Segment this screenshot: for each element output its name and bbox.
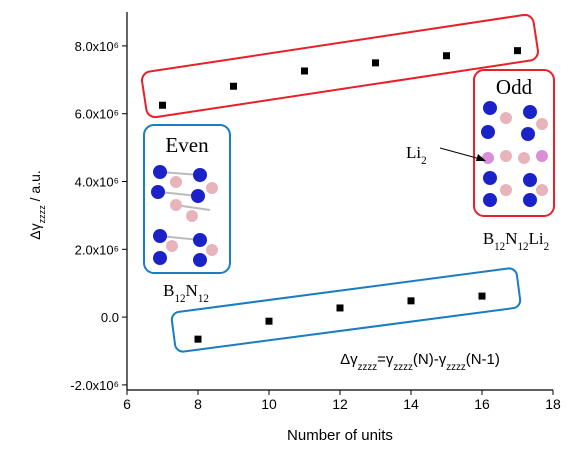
y-axis-label: Δγzzzz / a.u. [27, 170, 47, 240]
data-point [195, 336, 202, 343]
even-label: Even [165, 133, 209, 157]
data-point [372, 59, 379, 66]
definition-subscript: zzzz [393, 362, 413, 373]
data-point [479, 293, 486, 300]
data-point [266, 318, 273, 325]
x-tick-label: 10 [261, 396, 277, 412]
chart: Number of units 6 8 10 12 14 16 18 -2.0x10⁶ 0.0 2… [0, 0, 569, 450]
definition-subscript: zzzz [446, 362, 466, 373]
data-point [230, 83, 237, 90]
odd-group-box [141, 14, 539, 119]
even-formula-subscript: 12 [198, 293, 209, 305]
data-point [408, 297, 415, 304]
y-tick-label: 4.0x10⁶ [75, 175, 119, 190]
definition-subscript: zzzz [358, 362, 378, 373]
li2-label-subscript: 2 [421, 155, 427, 167]
even-group-box [171, 267, 521, 352]
x-axis-label: Number of units [287, 427, 393, 444]
x-tick-label: 6 [123, 396, 131, 412]
odd-formula: B12N12Li2 [483, 229, 549, 253]
definition-part: =γ [377, 351, 394, 368]
data-point [514, 47, 521, 54]
data-point [337, 304, 344, 311]
data-point [301, 67, 308, 74]
data-point [159, 102, 166, 109]
odd-formula-part: N [505, 229, 517, 248]
even-formula-subscript: 12 [174, 293, 185, 305]
even-formula-part: B [163, 281, 174, 300]
x-tick-label: 14 [403, 396, 419, 412]
y-tick-label: 8.0x10⁶ [75, 39, 119, 54]
definition-part: (N)-γ [413, 351, 447, 368]
x-tick-label: 18 [545, 396, 561, 412]
y-axis-label-part: / a.u. [27, 170, 43, 205]
odd-formula-subscript: 12 [517, 241, 528, 253]
y-tick-label: 2.0x10⁶ [75, 242, 119, 257]
page: {"chart_data": {"type": "scatter", "x_la… [0, 0, 569, 450]
odd-label: Odd [496, 75, 533, 99]
odd-molecule [481, 101, 548, 207]
data-point [443, 52, 450, 59]
definition: Δγzzzz=γzzzz(N)-γzzzz(N-1) [340, 351, 500, 373]
even-molecule [151, 165, 218, 267]
even-formula-part: N [186, 281, 198, 300]
definition-part: (N-1) [466, 351, 500, 368]
li2-label: Li2 [406, 143, 427, 167]
even-formula: B12N12 [163, 281, 209, 305]
definition-part: Δγ [340, 351, 358, 368]
y-axis-label-subscript: zzzz [37, 205, 47, 224]
x-tick-label: 16 [474, 396, 490, 412]
y-axis-label-part: Δγ [27, 223, 43, 239]
li2-label-part: Li [406, 143, 421, 162]
y-tick-label: 6.0x10⁶ [75, 107, 119, 122]
odd-formula-subscript: 12 [494, 241, 505, 253]
x-tick-label: 12 [332, 396, 348, 412]
odd-formula-part: Li [529, 229, 544, 248]
odd-formula-part: B [483, 229, 494, 248]
y-tick-label: 0.0 [101, 310, 119, 325]
x-tick-label: 8 [194, 396, 202, 412]
odd-formula-subscript: 2 [544, 241, 550, 253]
y-tick-label: -2.0x10⁶ [70, 378, 119, 393]
